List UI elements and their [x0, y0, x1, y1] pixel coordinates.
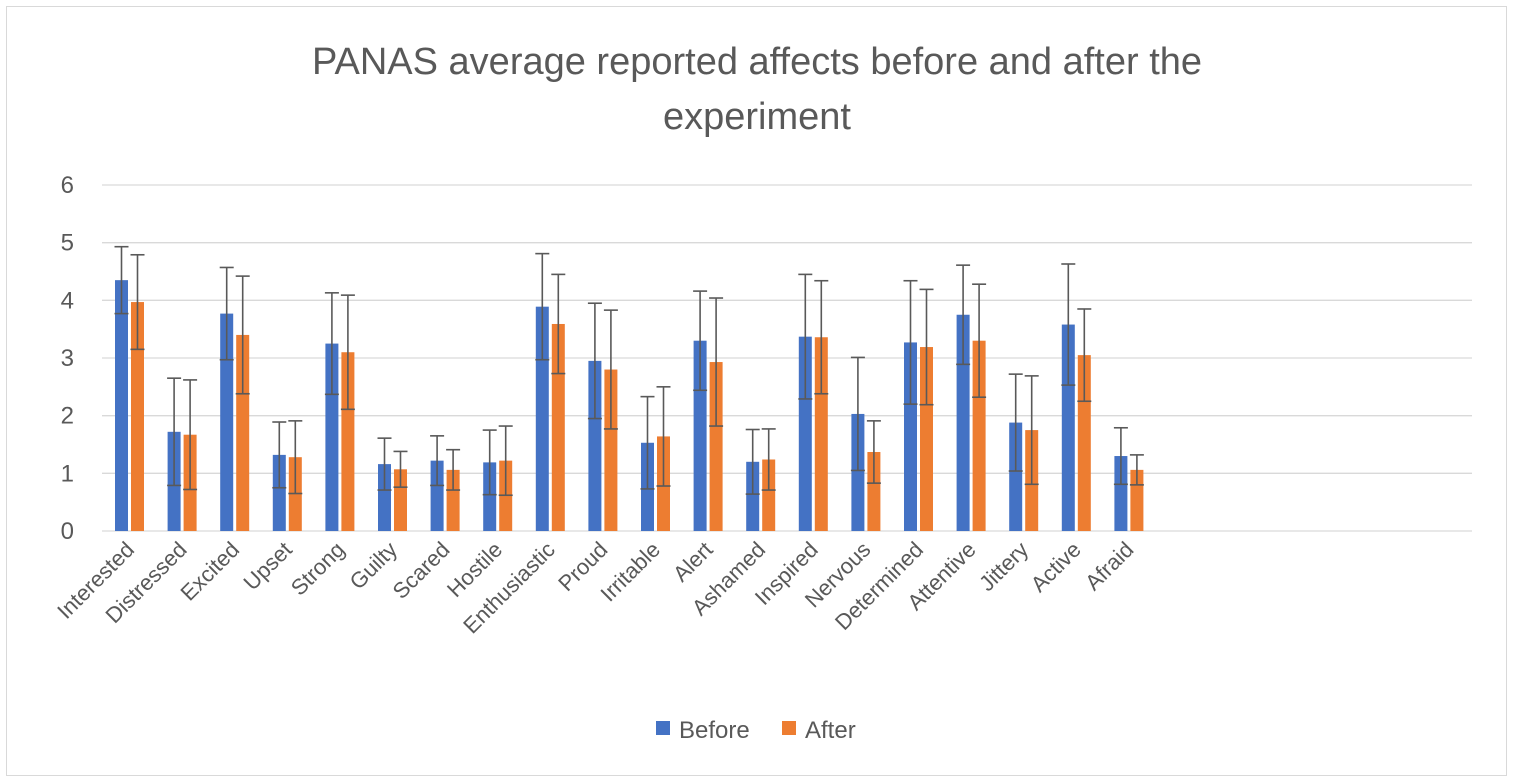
bar-after	[551, 323, 565, 531]
bar-before	[851, 413, 865, 531]
bar-after	[762, 459, 776, 531]
legend-swatch-after	[782, 721, 796, 735]
bar-before	[904, 342, 917, 531]
legend-swatch-before	[656, 721, 670, 735]
chart-area	[6, 6, 1507, 776]
bar-after	[814, 337, 828, 531]
bar-before	[430, 460, 444, 531]
x-axis-categories: InterestedDistressedExcitedUpsetStrongGu…	[52, 537, 1138, 639]
legend-label-before: Before	[679, 717, 750, 744]
bar-before	[378, 464, 391, 531]
error-bars	[114, 245, 1144, 497]
y-tick-label: 4	[61, 287, 74, 314]
bar-after	[236, 334, 250, 531]
bar-before	[746, 461, 760, 531]
bar-after	[867, 451, 881, 531]
bar-before	[588, 360, 602, 531]
bar-before	[272, 454, 286, 531]
bar-after	[341, 352, 355, 531]
x-category-label: Strong	[286, 537, 350, 601]
bar-before	[1114, 456, 1128, 531]
bar-before	[1009, 422, 1023, 531]
legend-label-after: After	[805, 717, 856, 744]
x-category-label: Irritable	[595, 537, 665, 607]
bar-after	[394, 469, 407, 531]
bar-after	[131, 302, 144, 531]
chart-title-line: experiment	[663, 96, 851, 138]
y-axis-ticks: 0 1 2 3 4 5 6	[61, 172, 74, 545]
y-tick-label: 6	[61, 172, 74, 199]
bar-after	[920, 347, 933, 531]
bar-before	[535, 306, 549, 531]
bar-before	[325, 343, 339, 531]
bar-before	[483, 462, 497, 531]
y-tick-label: 5	[61, 230, 74, 257]
chart-title: PANAS average reported affects before an…	[312, 41, 1202, 138]
bar-after	[709, 362, 723, 531]
bar-after	[446, 469, 460, 531]
x-category-label: Scared	[388, 537, 455, 604]
bar-before	[956, 314, 970, 531]
y-tick-label: 1	[61, 460, 74, 487]
y-tick-label: 2	[61, 403, 74, 430]
x-category-label: Excited	[176, 537, 245, 606]
bar-after	[972, 340, 986, 531]
bar-before	[1061, 324, 1075, 531]
y-tick-label: 3	[61, 345, 74, 372]
bar-after	[1077, 355, 1091, 531]
bar-before	[115, 280, 128, 531]
bar-after	[604, 369, 618, 531]
bar-before	[693, 340, 707, 531]
gridlines	[102, 184, 1472, 532]
bar-before	[798, 336, 812, 531]
legend: Before After	[656, 717, 856, 744]
x-category-label: Jittery	[974, 537, 1033, 596]
x-category-label: Afraid	[1080, 537, 1138, 595]
bars	[115, 280, 1144, 531]
x-category-label: Active	[1026, 537, 1086, 597]
chart-title-line: PANAS average reported affects before an…	[312, 41, 1202, 83]
y-tick-label: 0	[61, 518, 74, 545]
x-category-label: Upset	[239, 537, 297, 595]
bar-before	[220, 313, 234, 531]
